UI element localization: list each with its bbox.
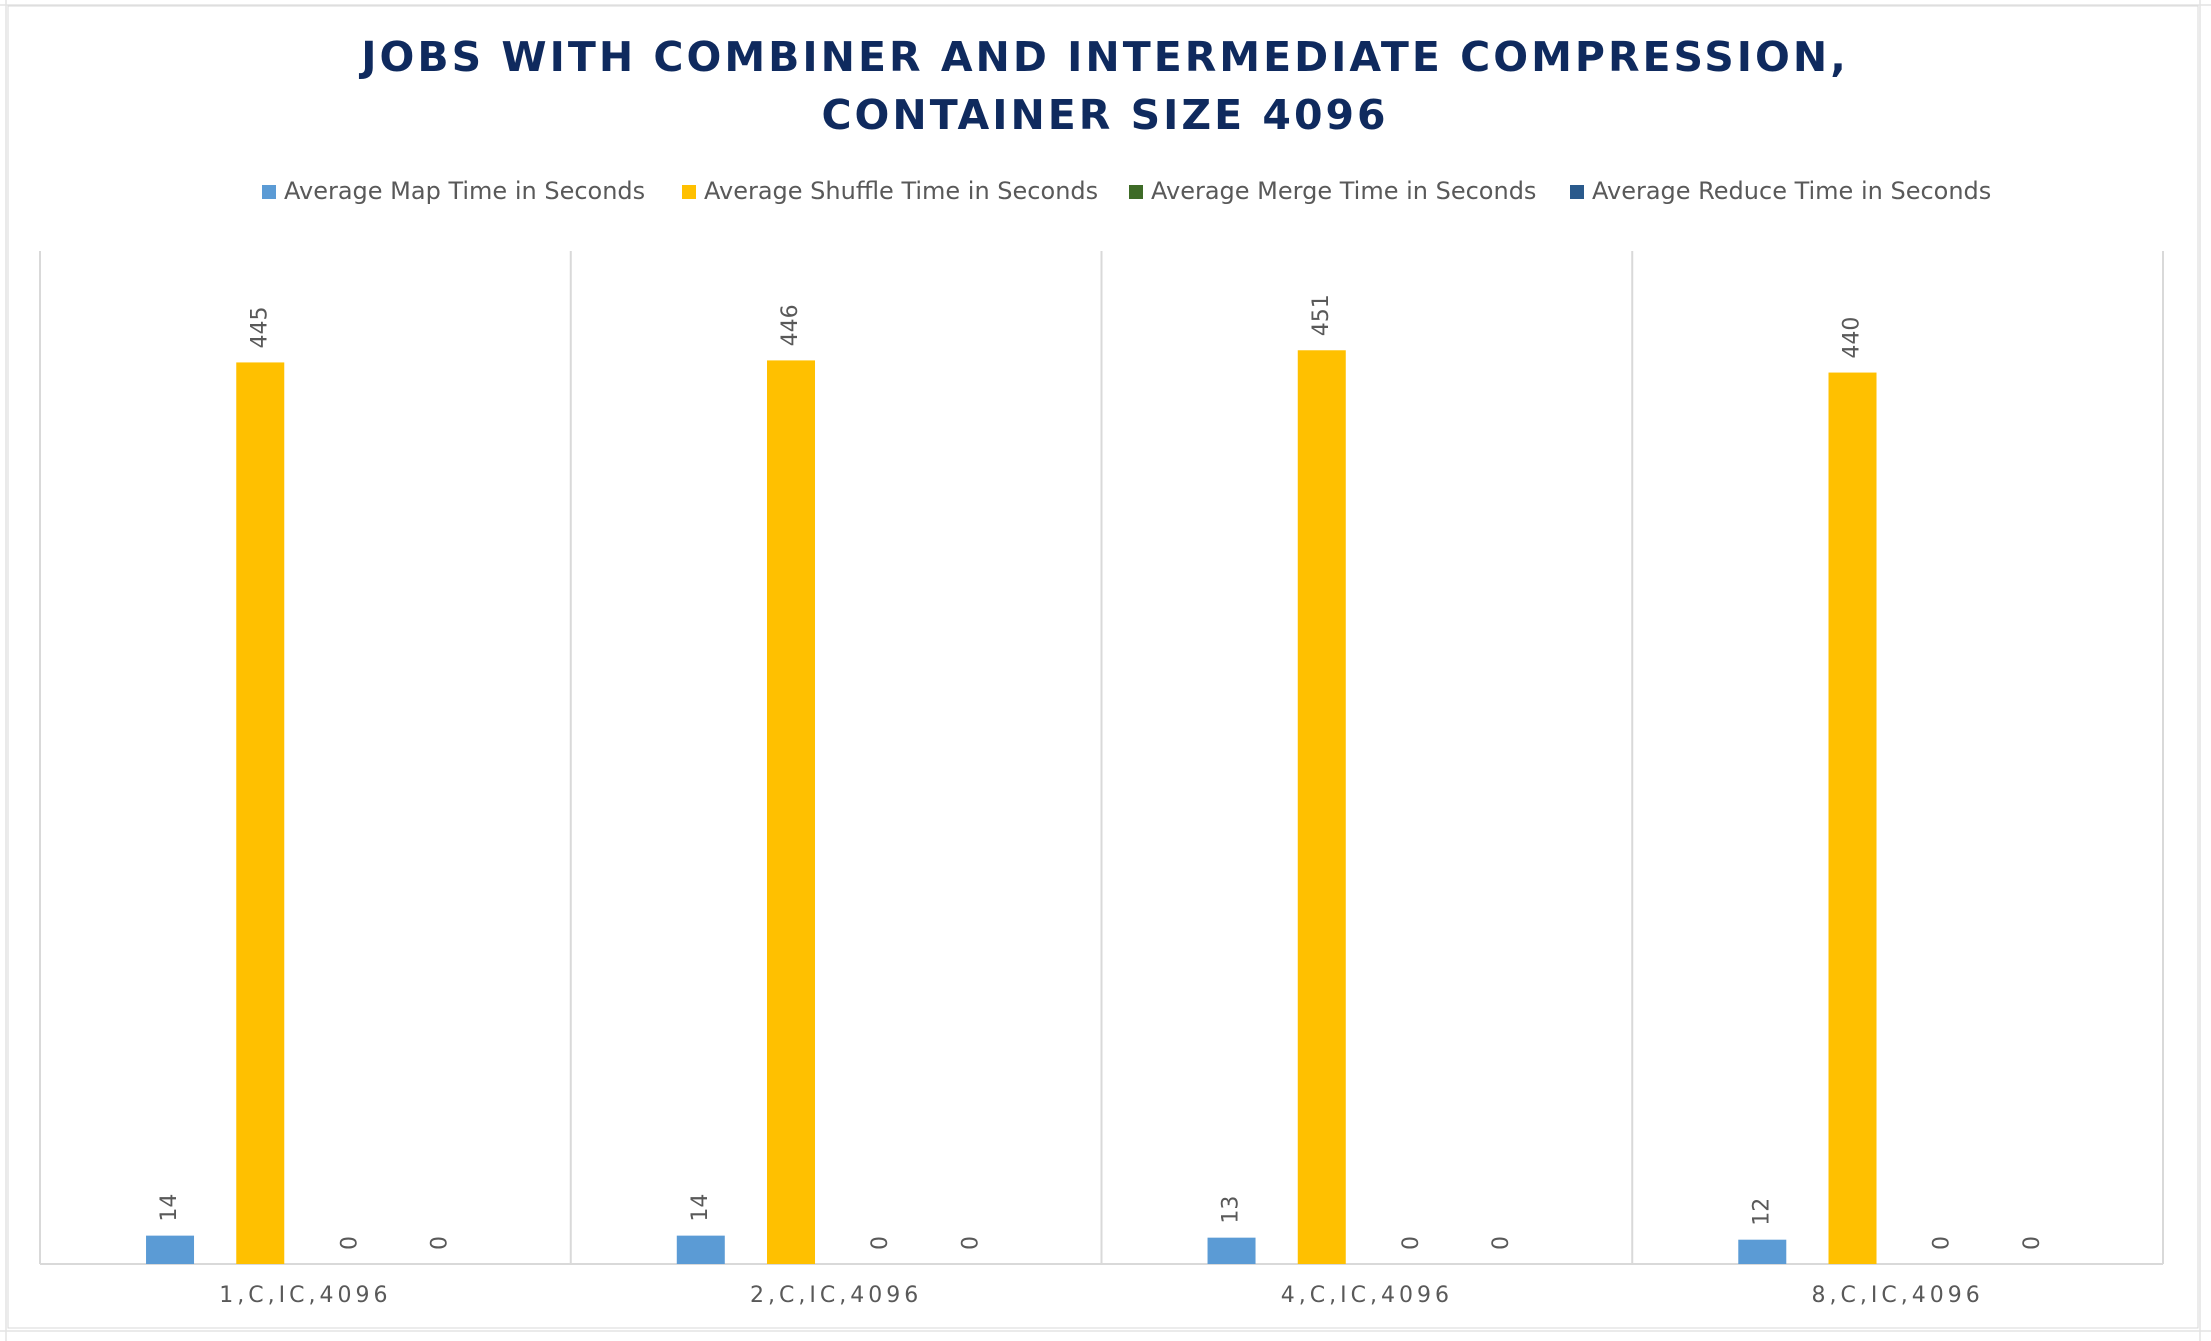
x-tick-label: 4,C,IC,4096 xyxy=(1281,1283,1453,1308)
data-label: 0 xyxy=(868,1236,893,1250)
bar xyxy=(1207,1237,1256,1264)
bar xyxy=(1738,1239,1787,1264)
bar xyxy=(1297,350,1346,1264)
legend-label: Average Reduce Time in Seconds xyxy=(1592,177,1991,205)
x-tick-label: 2,C,IC,4096 xyxy=(750,1283,922,1308)
bar xyxy=(767,360,816,1264)
data-label: 0 xyxy=(958,1236,983,1250)
x-tick-label: 8,C,IC,4096 xyxy=(1812,1283,1984,1308)
legend-swatch xyxy=(1129,185,1143,199)
legend-label: Average Merge Time in Seconds xyxy=(1151,177,1536,205)
data-label: 12 xyxy=(1749,1198,1774,1226)
data-label: 13 xyxy=(1219,1196,1244,1224)
legend-label: Average Map Time in Seconds xyxy=(284,177,645,205)
data-label: 440 xyxy=(1840,317,1865,359)
data-label: 0 xyxy=(2020,1236,2045,1250)
data-label: 0 xyxy=(1930,1236,1955,1250)
x-tick-label: 1,C,IC,4096 xyxy=(219,1283,391,1308)
bar xyxy=(236,362,285,1264)
legend-swatch xyxy=(262,185,276,199)
chart-title: JOBS WITH COMBINER AND INTERMEDIATE COMP… xyxy=(361,33,1849,139)
data-label: 14 xyxy=(688,1194,713,1222)
data-label: 0 xyxy=(1399,1236,1424,1250)
data-label: 0 xyxy=(428,1236,453,1250)
data-label: 445 xyxy=(247,306,272,348)
legend-swatch xyxy=(1570,185,1584,199)
data-label: 446 xyxy=(778,304,803,346)
legend-swatch xyxy=(682,185,696,199)
data-label: 451 xyxy=(1309,294,1334,336)
data-label: 0 xyxy=(337,1236,362,1250)
bar xyxy=(676,1235,725,1264)
legend-label: Average Shuffle Time in Seconds xyxy=(704,177,1098,205)
data-label: 0 xyxy=(1489,1236,1514,1250)
bar xyxy=(146,1235,195,1264)
bar xyxy=(1828,372,1877,1264)
data-label: 14 xyxy=(157,1194,182,1222)
